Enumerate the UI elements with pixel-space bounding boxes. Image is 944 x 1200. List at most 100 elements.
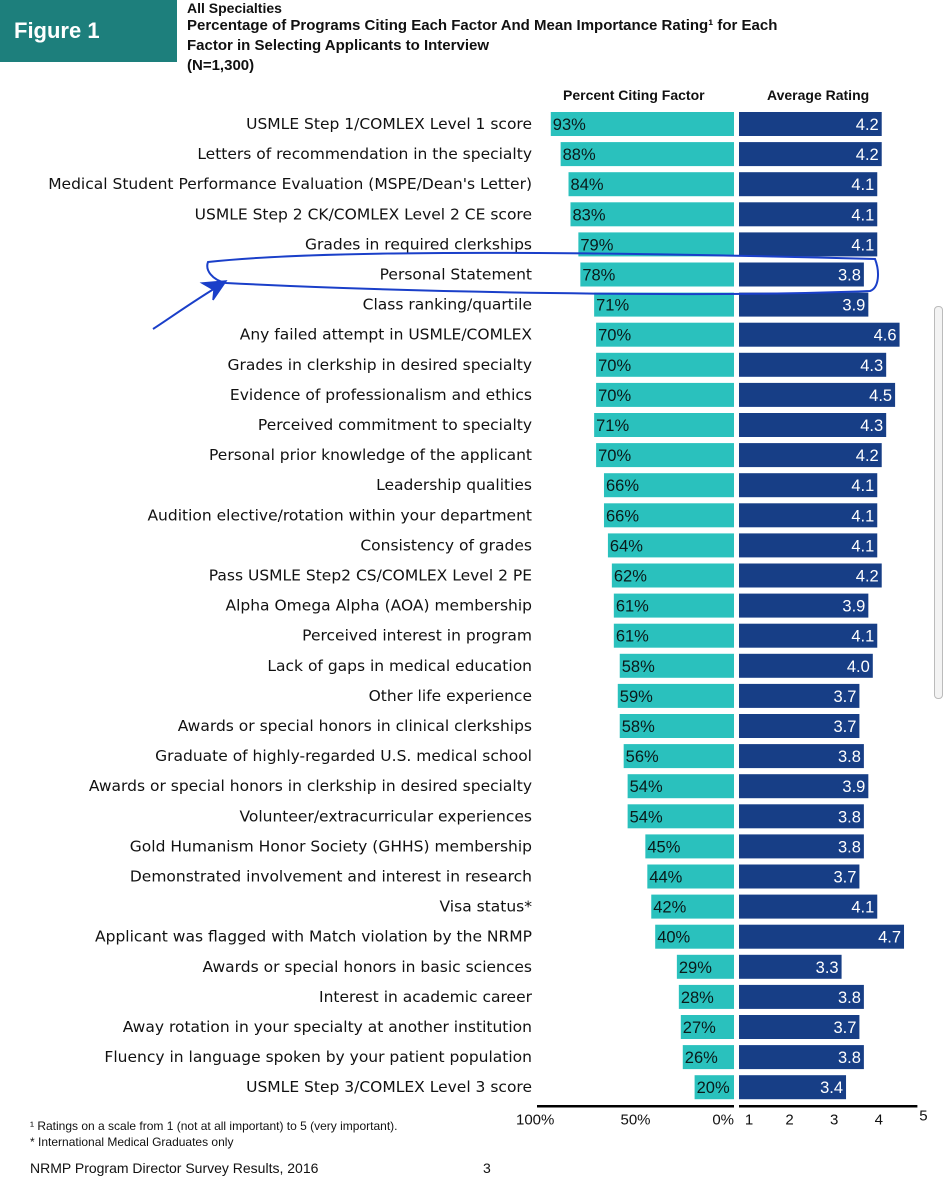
percent-value-label: 66%: [606, 477, 639, 495]
percent-bar: [596, 352, 734, 377]
percent-value-label: 70%: [598, 447, 631, 465]
category-label: Grades in required clerkships: [305, 235, 532, 253]
percent-bar: [596, 322, 734, 347]
category-label: USMLE Step 2 CK/COMLEX Level 2 CE score: [195, 205, 532, 223]
rating-value-label: 4.1: [851, 628, 874, 646]
percent-bar: [578, 232, 734, 257]
percent-bar: [676, 954, 734, 979]
scrollbar-thumb[interactable]: [934, 306, 943, 699]
rating-bar: [739, 413, 887, 437]
rating-value-label: 4.1: [851, 206, 874, 224]
rating-value-label: 3.4: [820, 1079, 843, 1097]
rating-bar: [739, 1045, 864, 1070]
percent-value-label: 70%: [598, 357, 631, 375]
percent-value-label: 26%: [685, 1049, 718, 1067]
rating-bar: [739, 653, 873, 678]
rating-bar: [739, 382, 896, 407]
percent-value-label: 62%: [614, 568, 647, 586]
footnote-rating-scale: ¹ Ratings on a scale from 1 (not at all …: [30, 1119, 398, 1133]
percent-bar: [694, 1075, 734, 1100]
category-label: Consistency of grades: [360, 536, 532, 554]
rating-tick-label: 1: [745, 1111, 753, 1128]
percent-value-label: 61%: [616, 598, 649, 616]
percent-value-label: 54%: [630, 808, 663, 826]
rating-bar: [739, 563, 882, 588]
percent-value-label: 45%: [647, 838, 680, 856]
percent-value-label: 54%: [630, 778, 663, 796]
percent-bar: [603, 503, 734, 528]
annotation-arrow-head: [199, 280, 228, 301]
rating-bar: [739, 683, 860, 708]
percent-value-label: 66%: [606, 507, 639, 525]
figure-label: Figure 1: [14, 18, 100, 43]
category-label: USMLE Step 1/COMLEX Level 1 score: [246, 115, 532, 133]
category-label: Letters of recommendation in the special…: [197, 145, 532, 163]
rating-bar: [739, 503, 878, 528]
rating-value-label: 3.8: [838, 808, 861, 826]
rating-bar: [739, 864, 860, 889]
percent-value-label: 71%: [596, 297, 629, 315]
rating-tick-label: 5: [919, 1107, 927, 1124]
footnote-img: * International Medical Graduates only: [30, 1135, 234, 1149]
rating-bar: [739, 172, 878, 197]
percent-bar: [580, 262, 734, 287]
percent-value-label: 93%: [553, 116, 586, 134]
rating-bar: [739, 142, 882, 167]
percent-bar: [617, 683, 734, 708]
percent-value-label: 20%: [697, 1079, 730, 1097]
annotation-circle: [206, 251, 879, 296]
rating-bar: [739, 954, 842, 979]
percent-bar: [607, 533, 734, 558]
percent-bar: [651, 894, 734, 919]
category-label: Audition elective/rotation within your d…: [147, 506, 532, 524]
category-label: Graduate of highly-regarded U.S. medical…: [155, 747, 532, 765]
rating-value-label: 4.3: [860, 357, 883, 375]
category-label: Other life experience: [369, 687, 532, 705]
percent-value-label: 88%: [563, 146, 596, 164]
percent-bars: 93% 88% 84% 83% 79% 78% 71% 70% 70% 70% 71% 70% 66% 6…: [550, 112, 734, 1100]
rating-bar: [739, 834, 864, 859]
rating-value-label: 4.1: [851, 176, 874, 194]
chart-header: All Specialties Percentage of Programs C…: [187, 0, 927, 76]
rating-value-label: 3.7: [833, 688, 856, 706]
percent-value-label: 44%: [649, 869, 682, 887]
percent-bar: [550, 112, 734, 136]
rating-bar: [739, 714, 860, 738]
rating-value-label: 4.7: [878, 929, 901, 947]
category-label: Applicant was flagged with Match violati…: [95, 928, 532, 946]
percent-bar: [596, 443, 734, 468]
rating-bar: [739, 744, 864, 769]
rating-value-label: 3.7: [833, 718, 856, 736]
percent-value-label: 29%: [679, 959, 712, 977]
rating-value-label: 4.2: [856, 116, 879, 134]
rating-value-label: 4.1: [851, 477, 874, 495]
category-label: Lack of gaps in medical education: [267, 657, 532, 675]
category-label: Fluency in language spoken by your patie…: [104, 1048, 532, 1066]
footer-source: NRMP Program Director Survey Results, 20…: [30, 1160, 319, 1176]
rating-value-label: 4.1: [851, 236, 874, 254]
percent-bar: [568, 172, 734, 197]
chart-title-line-2: Factor in Selecting Applicants to Interv…: [187, 37, 489, 54]
rating-bar: [739, 262, 864, 287]
rating-value-label: 3.9: [842, 598, 865, 616]
rating-value-label: 4.1: [851, 899, 874, 917]
rating-value-label: 3.8: [838, 267, 861, 285]
percent-value-label: 28%: [681, 989, 714, 1007]
category-label: Medical Student Performance Evaluation (…: [48, 175, 532, 193]
percent-value-label: 42%: [653, 899, 686, 917]
percent-tick-label: 100%: [516, 1111, 554, 1128]
percent-value-label: 84%: [571, 176, 604, 194]
category-label: USMLE Step 3/COMLEX Level 3 score: [246, 1078, 532, 1096]
rating-value-label: 3.9: [842, 778, 865, 796]
rating-tick-label: 2: [785, 1111, 793, 1128]
percent-value-label: 71%: [596, 417, 629, 435]
rating-bar: [739, 232, 878, 257]
percent-value-label: 59%: [620, 688, 653, 706]
category-label: Personal prior knowledge of the applican…: [209, 446, 532, 464]
category-label: Alpha Omega Alpha (AOA) membership: [225, 597, 532, 615]
category-label: Leadership qualities: [376, 476, 532, 494]
percent-value-label: 70%: [598, 327, 631, 345]
rating-value-label: 4.6: [874, 327, 897, 345]
rating-value-label: 4.2: [856, 146, 879, 164]
percent-bar: [678, 984, 734, 1009]
